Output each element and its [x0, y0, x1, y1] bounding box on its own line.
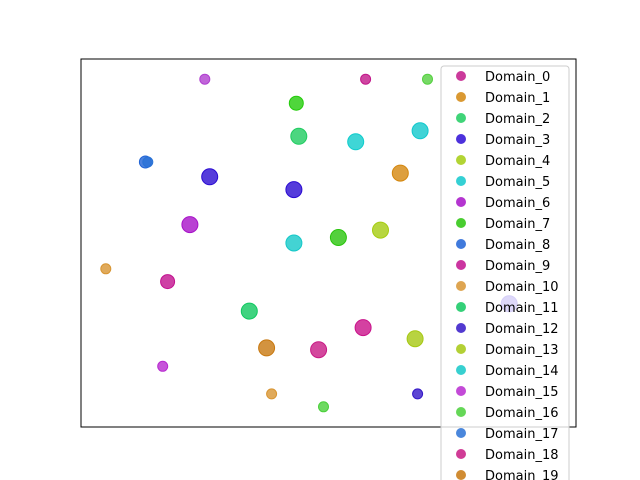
data-point [290, 127, 308, 145]
data-point [318, 401, 329, 413]
data-point [422, 73, 433, 85]
legend-marker [456, 386, 466, 396]
legend-marker [456, 449, 466, 459]
legend-label: Domain_12 [485, 322, 559, 337]
data-point [100, 263, 112, 275]
legend-marker [456, 71, 466, 81]
legend-label: Domain_6 [485, 196, 550, 211]
legend-marker [456, 239, 466, 249]
legend-label: Domain_19 [485, 469, 559, 480]
data-point [160, 274, 176, 290]
data-point [411, 122, 429, 140]
legend-box [440, 65, 570, 480]
legend-label: Domain_17 [485, 427, 559, 442]
data-point [360, 73, 372, 85]
legend-marker [456, 155, 466, 165]
legend-label: Domain_16 [485, 406, 559, 421]
data-point [240, 302, 258, 320]
legend-marker [456, 197, 466, 207]
legend-marker [456, 260, 466, 270]
legend-marker [456, 218, 466, 228]
legend-marker [456, 407, 466, 417]
legend-marker [456, 470, 466, 480]
data-point [354, 319, 372, 337]
data-point [157, 360, 169, 372]
legend-marker [456, 176, 466, 186]
legend-label: Domain_1 [485, 91, 550, 106]
legend-marker [456, 365, 466, 375]
legend-label: Domain_0 [485, 70, 550, 85]
legend-label: Domain_4 [485, 154, 550, 169]
data-point [266, 388, 278, 400]
legend-label: Domain_8 [485, 238, 550, 253]
data-point [201, 168, 219, 186]
legend-label: Domain_3 [485, 133, 550, 148]
legend-marker [456, 281, 466, 291]
legend-label: Domain_11 [485, 301, 559, 316]
data-point [142, 156, 154, 168]
data-point [285, 234, 303, 252]
data-point [347, 133, 365, 151]
data-point [310, 341, 328, 359]
legend-label: Domain_5 [485, 175, 550, 190]
legend-marker [456, 113, 466, 123]
legend-marker [456, 323, 466, 333]
legend-label: Domain_10 [485, 280, 559, 295]
data-point [199, 73, 211, 85]
legend-marker [456, 92, 466, 102]
data-point [285, 181, 303, 199]
data-point [288, 95, 304, 111]
data-point [181, 216, 199, 234]
legend-label: Domain_2 [485, 112, 550, 127]
legend-label: Domain_7 [485, 217, 550, 232]
legend-marker [456, 134, 466, 144]
legend: Domain_0 Domain_1 Domain_2 Domain_3 Domain_4… [440, 65, 570, 480]
legend-label: Domain_15 [485, 385, 559, 400]
data-point [258, 339, 276, 357]
legend-label: Domain_9 [485, 259, 550, 274]
data-point [329, 229, 347, 246]
legend-marker [456, 344, 466, 354]
legend-marker [456, 302, 466, 312]
data-point [406, 330, 424, 348]
legend-label: Domain_14 [485, 364, 559, 379]
legend-marker [456, 428, 466, 438]
legend-label: Domain_13 [485, 343, 559, 358]
data-point [391, 164, 409, 182]
legend-label: Domain_18 [485, 448, 559, 463]
data-point [372, 221, 389, 239]
data-point [412, 388, 424, 400]
